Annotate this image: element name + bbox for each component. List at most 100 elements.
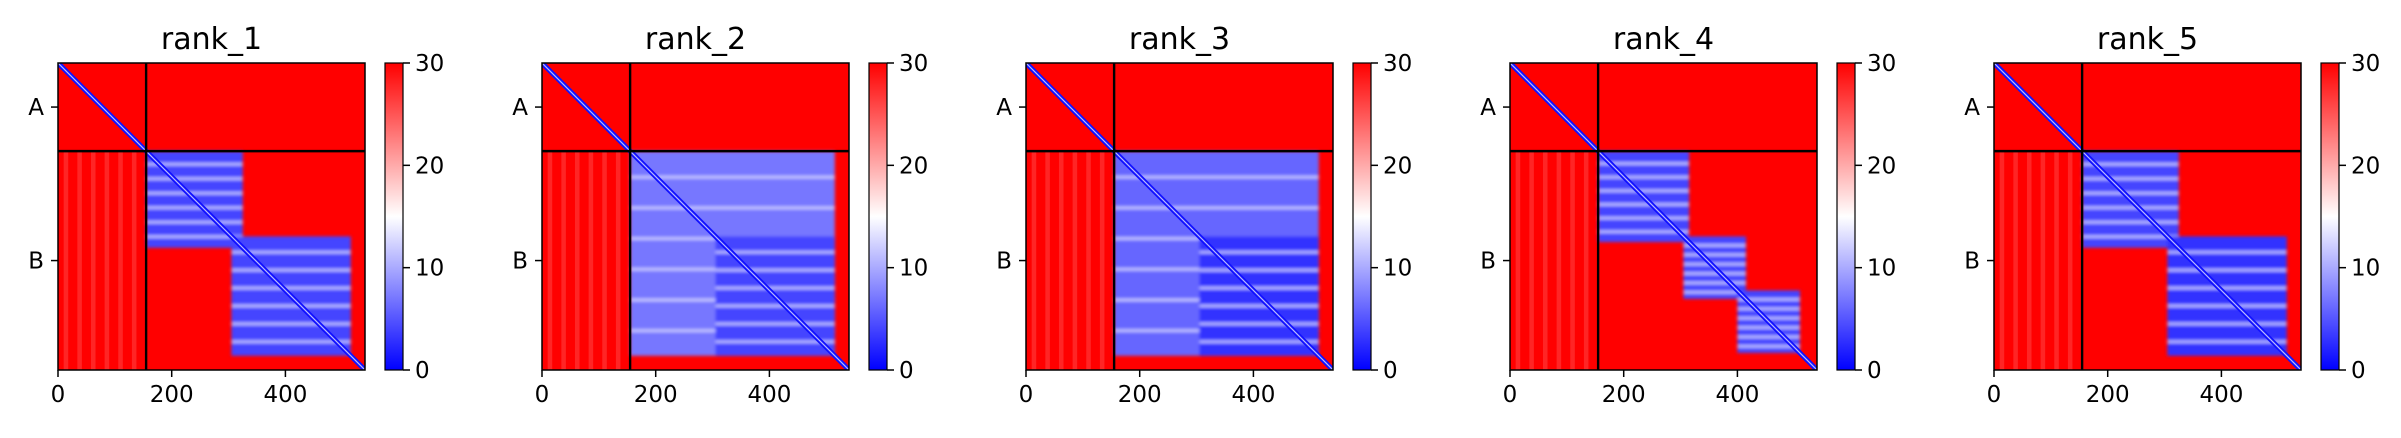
x-tick-label: 0 [1019, 382, 1034, 408]
x-tick-label: 0 [1503, 382, 1518, 408]
block-band [715, 250, 835, 254]
heatmap-body [1026, 63, 1333, 370]
block-band [1114, 206, 1319, 210]
texture-stripe [131, 151, 137, 370]
texture-stripe [1515, 151, 1521, 370]
texture-stripe [2054, 151, 2059, 370]
block-band [2082, 191, 2179, 195]
diagonal-highlight [1026, 63, 1333, 370]
diagonal-highlight [58, 63, 365, 370]
texture-stripe [1031, 151, 1037, 370]
texture-stripe [574, 151, 580, 370]
x-tick-label: 200 [2086, 382, 2130, 408]
y-tick-label: A [996, 95, 1012, 121]
block-band [2167, 340, 2287, 344]
block-band [1199, 322, 1319, 326]
block-band [2082, 235, 2179, 239]
heatmap-frame [1993, 62, 2302, 371]
block-band [146, 220, 243, 224]
block-band [715, 322, 835, 326]
texture-stripe [1999, 151, 2005, 370]
block-band [715, 286, 835, 290]
block-band [1737, 297, 1800, 301]
texture-stripe [602, 151, 607, 370]
block-band [146, 206, 243, 210]
heatmap-frame [1025, 62, 1334, 371]
colorbar-tick-label: 30 [899, 51, 928, 77]
block-band [2082, 220, 2179, 224]
block-band [1598, 216, 1690, 220]
block-band [2167, 322, 2287, 326]
x-tick-label: 0 [1987, 382, 2002, 408]
heatmap-frame [541, 62, 850, 371]
colorbar-tick-label: 0 [899, 358, 914, 384]
texture-stripe [547, 151, 553, 370]
heatmap [541, 62, 850, 371]
colorbar-tick-label: 10 [1383, 256, 1412, 282]
panel-title: rank_4 [1613, 22, 1714, 57]
texture-stripe [104, 151, 110, 370]
colorbar-tick-label: 30 [2351, 51, 2380, 77]
heatmap-frame [57, 62, 366, 371]
block-band [2082, 177, 2179, 181]
block-band [1114, 175, 1319, 179]
colorbar-tick-label: 0 [1867, 358, 1882, 384]
block-band [630, 175, 835, 179]
colorbar: 0 10 20 30 [1836, 51, 1896, 384]
heatmap [1993, 62, 2302, 371]
block-band [715, 304, 835, 308]
y-tick-label: B [1964, 249, 1980, 275]
y-tick-label: B [996, 249, 1012, 275]
texture-stripe [1086, 151, 1091, 370]
panel-title: rank_5 [2097, 22, 2198, 57]
x-tick-label: 200 [150, 382, 194, 408]
y-tick-label: A [28, 95, 44, 121]
heatmap-body [1510, 63, 1817, 370]
colorbar-tick-label: 0 [415, 358, 430, 384]
colorbar: 0 10 20 30 [384, 51, 444, 384]
colorbar-bar [1836, 62, 1856, 371]
heatmap-frame [1509, 62, 1818, 371]
block-band [1737, 307, 1800, 311]
x-tick-label: 400 [2199, 382, 2243, 408]
colorbar-tick-label: 10 [1867, 256, 1896, 282]
block-band [1598, 162, 1690, 166]
panel-title: rank_2 [645, 22, 746, 57]
texture-stripe [2067, 151, 2073, 370]
colorbar-tick-label: 20 [415, 153, 444, 179]
texture-stripe [588, 151, 594, 370]
texture-stripe [63, 151, 69, 370]
colorbar-bar [2320, 62, 2340, 371]
block-band [1683, 281, 1746, 285]
diagonal-highlight [1994, 63, 2301, 370]
block-band [2167, 286, 2287, 290]
texture-stripe [2040, 151, 2046, 370]
heatmap-body [58, 63, 365, 370]
block-band [146, 162, 243, 166]
heatmap-body [1994, 63, 2301, 370]
block-band [231, 322, 351, 326]
colorbar-bar [384, 62, 404, 371]
block-band [630, 206, 835, 210]
colorbar-tick-label: 10 [899, 256, 928, 282]
diagonal-highlight [1510, 63, 1817, 370]
block-band [2082, 162, 2179, 166]
texture-stripe [1072, 151, 1078, 370]
colorbar: 0 10 20 30 [2320, 51, 2380, 384]
block-band [146, 177, 243, 181]
y-tick-label: A [512, 95, 528, 121]
diagonal-highlight [542, 63, 849, 370]
block-band [231, 304, 351, 308]
colorbar-tick-label: 0 [1383, 358, 1398, 384]
texture-stripe [1529, 151, 1534, 370]
block-band [146, 191, 243, 195]
x-tick-label: 0 [51, 382, 66, 408]
block-band [1598, 189, 1690, 193]
texture-stripe [77, 151, 82, 370]
block-band [1683, 290, 1746, 294]
x-tick-label: 400 [747, 382, 791, 408]
block-band [715, 340, 835, 344]
block-band [231, 340, 351, 344]
panel-rank_2: rank_2 0 200 400 A B 0 10 20 30 [512, 22, 928, 408]
block-band [146, 235, 243, 239]
